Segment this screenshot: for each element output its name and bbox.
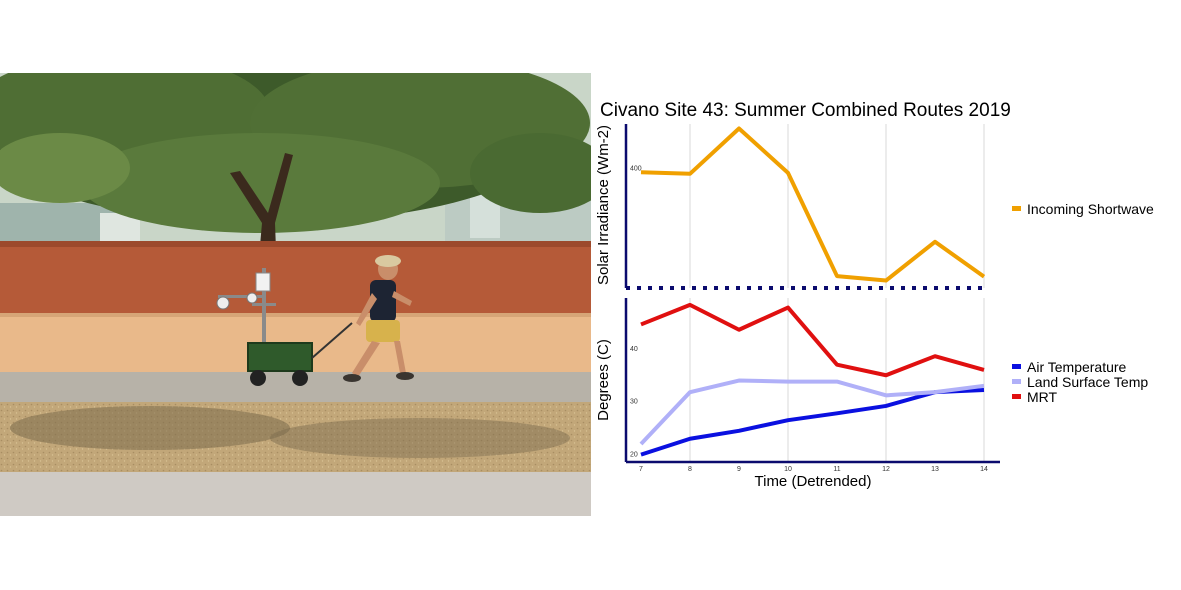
x-tick-label: 8: [688, 466, 692, 473]
y-axis-label-bottom: Degrees (C): [595, 339, 612, 421]
person-walking: [343, 255, 414, 382]
legend-label: Incoming Shortwave: [1027, 201, 1154, 217]
y-tick-label: 40: [630, 346, 638, 353]
legend-swatch: [1012, 364, 1021, 369]
x-tick-label: 14: [980, 466, 988, 473]
x-tick-label: 7: [639, 466, 643, 473]
photo-researcher-pulling-cart: [0, 73, 591, 516]
tree-trunk: [230, 153, 293, 303]
x-tick-label: 10: [784, 466, 792, 473]
sensor-cart: [216, 268, 353, 386]
y-tick-label: 20: [630, 452, 638, 459]
series-line-incoming-shortwave: [640, 126, 986, 283]
curb: [0, 472, 591, 516]
legend-label: Air Temperature: [1027, 359, 1127, 375]
legend-swatch: [1012, 394, 1021, 399]
legend-label: Land Surface Temp: [1027, 374, 1148, 390]
chart-title: Civano Site 43: Summer Combined Routes 2…: [600, 100, 1011, 121]
series-line-mrt: [640, 302, 985, 378]
y-tick-label: 400: [630, 166, 642, 173]
tree-canopy: [0, 73, 591, 233]
series-line-land-surface-temp: [639, 378, 985, 446]
series-line-air-temperature: [640, 388, 985, 457]
legend-label: MRT: [1027, 389, 1058, 405]
line-chart: Civano Site 43: Summer Combined Routes 2…: [595, 100, 1154, 490]
legend-swatch: [1012, 206, 1021, 211]
x-tick-label: 9: [737, 466, 741, 473]
legend-swatch: [1012, 379, 1021, 384]
wall-upper: [0, 241, 591, 319]
y-tick-label: 30: [630, 399, 638, 406]
y-axis-label-top: Solar Irradiance (Wm-2): [595, 125, 612, 285]
x-tick-label: 11: [833, 466, 840, 473]
x-tick-label: 12: [882, 466, 890, 473]
x-axis-label: Time (Detrended): [755, 473, 872, 490]
x-tick-label: 13: [931, 466, 939, 473]
